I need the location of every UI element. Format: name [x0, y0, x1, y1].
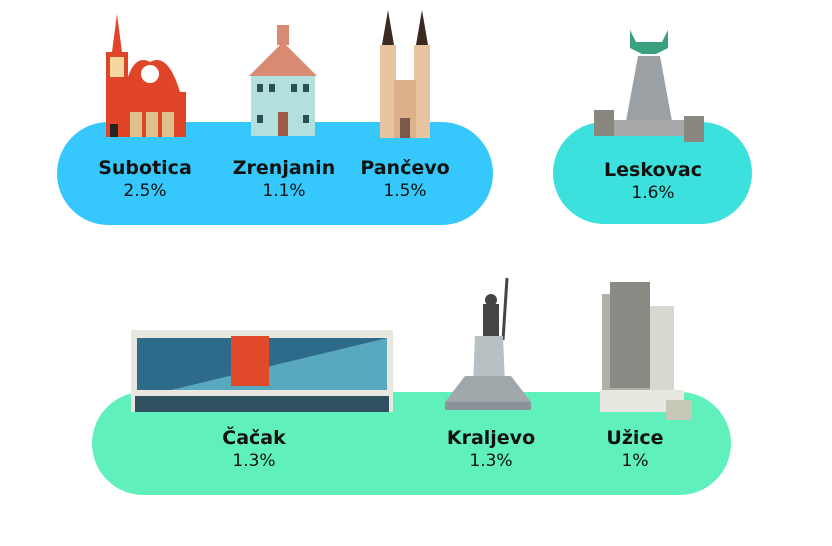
city-uzice: Užice 1% — [565, 426, 705, 472]
city-pancevo: Pančevo 1.5% — [335, 156, 475, 202]
city-value: 1.3% — [469, 451, 513, 471]
cacak-building-icon — [131, 330, 393, 412]
city-value: 2.5% — [123, 181, 167, 201]
city-name: Čačak — [222, 427, 286, 449]
city-kraljevo: Kraljevo 1.3% — [421, 426, 561, 472]
city-value: 1.5% — [383, 181, 427, 201]
pancevo-church-icon — [380, 10, 430, 138]
kraljevo-monument-icon — [445, 277, 531, 410]
city-value: 1.6% — [631, 183, 675, 203]
city-cacak: Čačak 1.3% — [184, 426, 324, 472]
zrenjanin-building-icon — [249, 25, 317, 136]
subotica-city-hall-icon — [106, 14, 186, 137]
city-subotica: Subotica 2.5% — [75, 156, 215, 202]
pill-leskovac — [553, 122, 752, 224]
city-value: 1% — [621, 451, 649, 471]
city-zrenjanin: Zrenjanin 1.1% — [214, 156, 354, 202]
city-leskovac: Leskovac 1.6% — [583, 158, 723, 204]
city-name: Subotica — [98, 157, 192, 179]
city-value: 1.3% — [232, 451, 276, 471]
city-value: 1.1% — [262, 181, 306, 201]
pill-vojvodina — [57, 122, 493, 225]
leskovac-monument-icon — [594, 30, 704, 142]
city-name: Kraljevo — [446, 427, 536, 449]
city-name: Užice — [606, 427, 664, 449]
city-name: Pančevo — [360, 157, 450, 179]
city-name: Zrenjanin — [232, 157, 336, 179]
uzice-tower-icon — [600, 282, 692, 420]
city-name: Leskovac — [604, 159, 702, 181]
